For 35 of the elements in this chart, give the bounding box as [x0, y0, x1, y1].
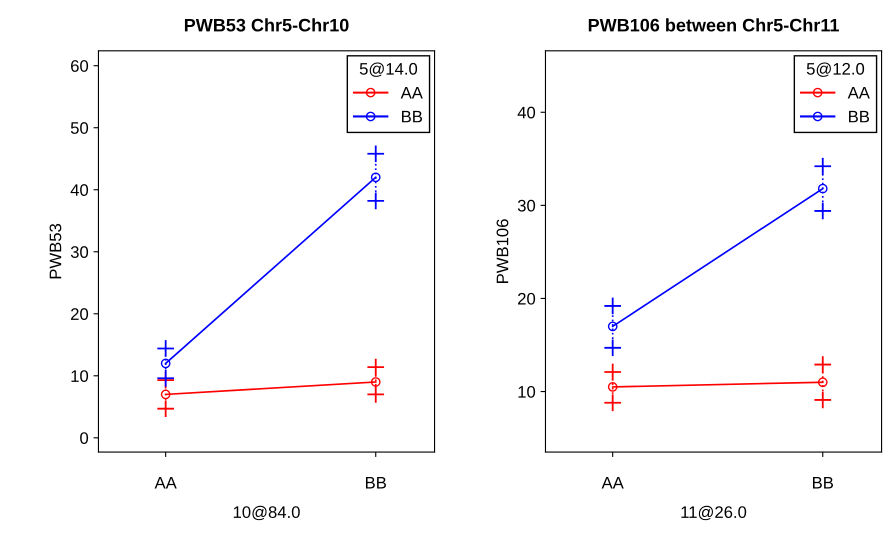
point	[608, 322, 618, 332]
legend-label: AA	[400, 86, 423, 98]
y-tick-label: 40	[70, 184, 88, 196]
y-tick-label: 10	[518, 386, 536, 398]
legend-title: 5@14.0	[360, 62, 418, 77]
legend-label: BB	[402, 110, 422, 122]
y-axis-title: PWB53	[50, 224, 62, 278]
point	[818, 377, 828, 388]
legend-label: AA	[848, 86, 870, 98]
y-tick-label: 40	[518, 106, 536, 118]
point	[160, 390, 171, 400]
y-tick-label: 10	[71, 370, 88, 382]
chart-title: PWB106 between Chr5-Chr11	[588, 18, 839, 32]
y-tick-label: 20	[71, 308, 88, 320]
y-axis-title: PWB106	[496, 219, 508, 283]
point	[370, 377, 381, 387]
y-tick-label: 60	[71, 60, 88, 72]
x-tick-label: BB	[813, 476, 833, 488]
y-tick-label: 30	[70, 246, 88, 258]
y-tick-label: 50	[70, 122, 88, 134]
point	[370, 172, 381, 182]
x-axis-title: 11@26.0	[681, 506, 746, 520]
legend-title: 5@12.0	[806, 62, 864, 77]
x-tick-label: AA	[154, 476, 177, 488]
point	[818, 184, 828, 194]
x-tick-label: AA	[602, 476, 624, 488]
x-tick-label: BB	[366, 476, 386, 488]
x-axis-title: 10@84.0	[234, 506, 300, 520]
legend-label: BB	[849, 110, 870, 122]
chart-title: PWB53 Chr5-Chr10	[184, 18, 349, 32]
y-tick-label: 0	[80, 432, 88, 444]
point	[608, 382, 618, 392]
point	[160, 358, 171, 368]
y-tick-label: 30	[518, 200, 536, 212]
y-tick-label: 20	[518, 292, 536, 305]
